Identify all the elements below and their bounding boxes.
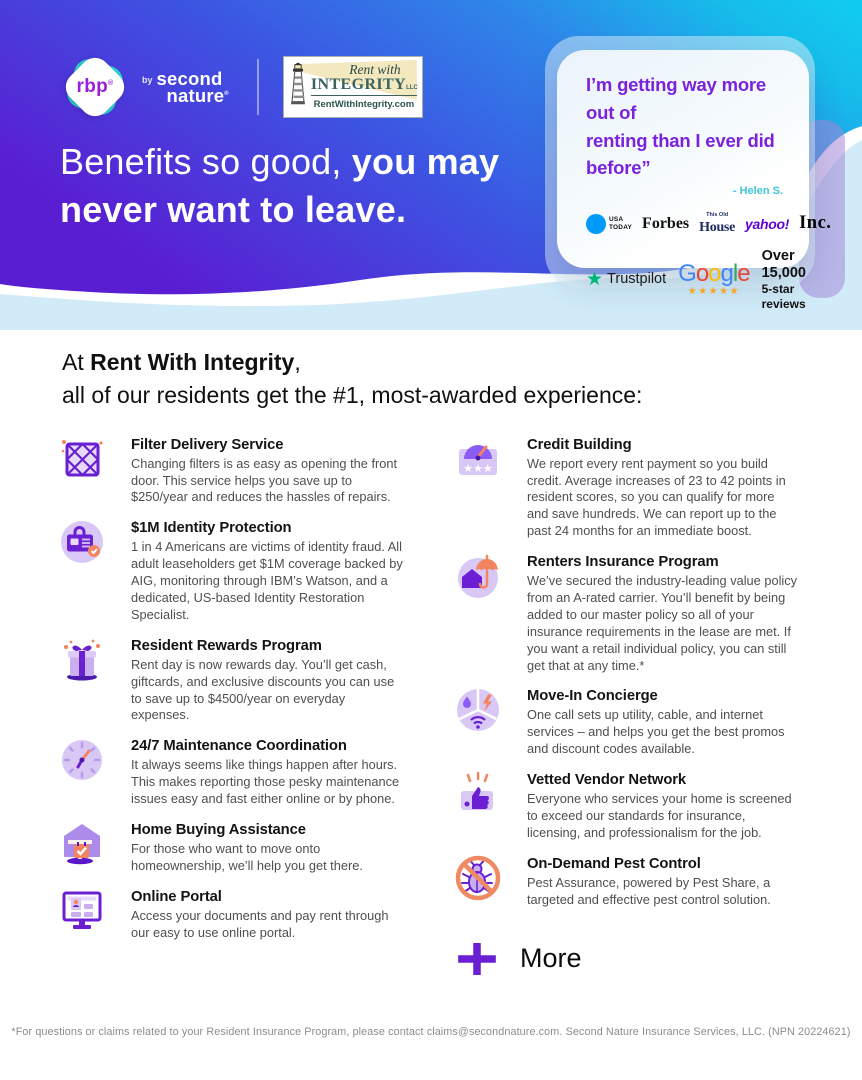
benefit-description: We’ve secured the industry-leading value…: [527, 573, 798, 673]
benefit-title: Renters Insurance Program: [527, 554, 719, 571]
benefit-title: Move-In Concierge: [527, 688, 658, 705]
review-count: Over 15,000 5-star reviews: [761, 247, 806, 311]
testimonial-attribution: - Helen S.: [732, 185, 783, 197]
inc-logo: Inc.: [799, 213, 832, 234]
forbes-logo: Forbes: [642, 214, 690, 232]
benefit-home-buying: Home Buying Assistance For those who wan…: [58, 820, 403, 875]
benefit-title: Vetted Vendor Network: [527, 772, 687, 789]
partner-script-text: Rent with: [349, 62, 401, 77]
rbp-logo: rbp ®: [56, 48, 134, 126]
benefit-renters-insurance: Renters Insurance Program We’ve secured …: [454, 552, 799, 674]
renters-insurance-icon: [454, 552, 504, 674]
benefit-pest-control: On-Demand Pest Control Pest Assurance, p…: [454, 854, 799, 909]
benefits-grid: Filter Delivery Service Changing filters…: [0, 435, 862, 975]
testimonial-card: I’m getting way more out of renting than…: [557, 50, 831, 311]
benefit-vetted-vendor: Vetted Vendor Network Everyone who servi…: [454, 770, 799, 842]
benefit-title: $1M Identity Protection: [131, 520, 292, 537]
benefit-filter-delivery: Filter Delivery Service Changing filters…: [58, 435, 403, 507]
second-nature-wordmark: second nature®: [156, 67, 229, 106]
benefit-credit-building: ★★★ Credit Building We report every rent…: [454, 435, 799, 540]
benefit-description: For those who want to move onto homeowne…: [131, 841, 363, 873]
testimonial-quote: I’m getting way more out of renting than…: [586, 74, 775, 179]
more-row: More: [458, 942, 799, 975]
more-label: More: [520, 943, 582, 974]
footer-disclaimer: *For questions or claims related to your…: [11, 1026, 851, 1038]
google-stars-icon: ★★★★★: [687, 285, 741, 297]
benefit-description: 1 in 4 Americans are victims of identity…: [131, 539, 403, 622]
benefit-title: Credit Building: [527, 436, 632, 453]
rewards-gift-icon: [58, 636, 108, 725]
home-buying-icon: [58, 820, 108, 875]
benefit-description: Pest Assurance, powered by Pest Share, a…: [527, 874, 771, 907]
trustpilot-star-icon: ★: [586, 268, 604, 290]
online-portal-icon: [58, 887, 108, 942]
vetted-vendor-icon: [454, 770, 504, 842]
move-in-concierge-icon: [454, 686, 504, 758]
benefit-title: Online Portal: [131, 888, 222, 905]
section-heading: At Rent With Integrity, all of our resid…: [62, 349, 643, 409]
yahoo-logo: yahoo!: [745, 215, 790, 232]
rent-with-integrity-logo: Rent with INTEGRITYLLC RentWithIntegrity…: [282, 56, 423, 118]
benefit-title: 24/7 Maintenance Coordination: [131, 738, 347, 755]
benefit-description: It always seems like things happen after…: [131, 757, 400, 807]
benefit-identity-protection: $1M Identity Protection 1 in 4 Americans…: [58, 518, 403, 623]
rbp-logo-text: rbp ®: [76, 76, 114, 97]
brand-row: rbp ® by second nature® Rent with INTEGRI…: [56, 48, 423, 126]
benefit-title: Home Buying Assistance: [131, 822, 306, 839]
benefits-column-right: ★★★ Credit Building We report every rent…: [454, 435, 799, 975]
benefit-description: Changing filters is as easy as opening t…: [131, 455, 398, 505]
benefits-column-left: Filter Delivery Service Changing filters…: [58, 435, 403, 975]
benefit-description: We report every rent payment so you buil…: [527, 455, 786, 539]
benefit-title: On-Demand Pest Control: [527, 855, 701, 872]
press-logos: USA TODAY Forbes This Old House yahoo! I…: [586, 212, 831, 235]
partner-url-text: RentWithIntegrity.com: [310, 95, 417, 110]
headline: Benefits so good, you may never want to …: [60, 141, 500, 230]
maintenance-clock-icon: [58, 736, 108, 808]
second-nature-logo: by second nature®: [142, 67, 229, 106]
benefit-description: Access your documents and pay rent throu…: [131, 907, 389, 940]
benefit-title: Filter Delivery Service: [131, 436, 284, 453]
benefit-resident-rewards: Resident Rewards Program Rent day is now…: [58, 636, 403, 725]
benefit-description: Rent day is now rewards day. You’ll get …: [131, 656, 395, 723]
lighthouse-icon: [291, 62, 305, 105]
header-banner: rbp ® by second nature® Rent with INTEGRI…: [0, 0, 862, 330]
svg-text:★★★: ★★★: [463, 463, 493, 475]
credit-gauge-icon: ★★★: [454, 435, 504, 540]
filter-delivery-icon: [58, 435, 108, 507]
usa-today-circle-icon: [586, 213, 606, 234]
logo-divider: [256, 59, 259, 115]
pest-control-icon: [454, 854, 504, 909]
google-logo: Google ★★★★★: [678, 259, 750, 297]
identity-protection-icon: [58, 518, 108, 623]
partner-name-text: INTEGRITYLLC: [310, 75, 418, 93]
benefit-description: Everyone who services your home is scree…: [527, 791, 792, 840]
this-old-house-logo: This Old House: [699, 212, 735, 235]
benefit-move-in-concierge: Move-In Concierge One call sets up utili…: [454, 686, 799, 758]
review-logos: ★ Trustpilot Google ★★★★★ Over 15,000 5-…: [586, 248, 806, 312]
benefit-online-portal: Online Portal Access your documents and …: [58, 887, 403, 942]
trustpilot-logo: ★ Trustpilot: [586, 268, 667, 290]
usa-today-logo: USA TODAY: [586, 213, 632, 234]
second-nature-by: by: [142, 74, 153, 85]
plus-icon: [458, 942, 496, 975]
benefit-maintenance: 24/7 Maintenance Coordination It always …: [58, 736, 403, 808]
benefit-title: Resident Rewards Program: [131, 637, 322, 654]
benefit-description: One call sets up utility, cable, and int…: [527, 707, 785, 757]
